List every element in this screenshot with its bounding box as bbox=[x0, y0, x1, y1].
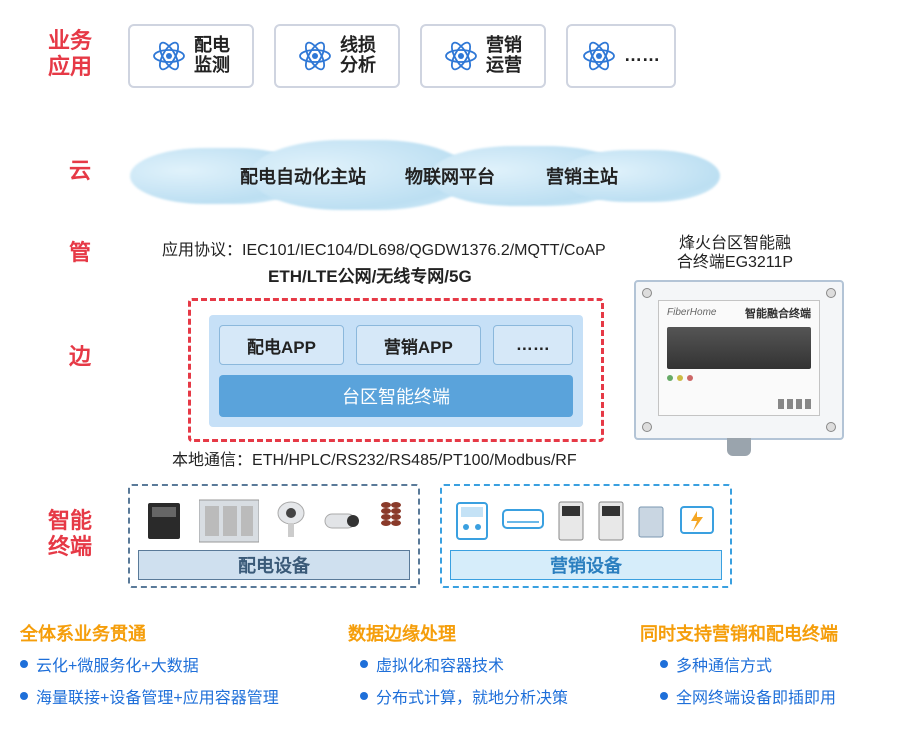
device-connector bbox=[727, 438, 751, 456]
local-prefix: 本地通信： bbox=[172, 452, 252, 469]
app-box-more: …… bbox=[566, 24, 676, 88]
charge-icon bbox=[677, 503, 717, 539]
meter-icon bbox=[455, 501, 489, 541]
feature-title-b: 数据边缘处理 bbox=[348, 620, 456, 646]
edge-app-distribution: 配电APP bbox=[219, 325, 344, 365]
proto-rest: IEC101/IEC104/DL698/QGDW1376.2/MQTT/CoAP bbox=[242, 242, 606, 259]
camera-icon bbox=[323, 508, 363, 534]
screw-icon bbox=[826, 422, 836, 432]
camera-icon bbox=[276, 501, 306, 541]
layer-label-apps: 业务应用 bbox=[40, 28, 100, 81]
feature-text: 全网终端设备即插即用 bbox=[676, 684, 836, 708]
proto-prefix: 应用协议： bbox=[162, 242, 242, 259]
device-icon bbox=[199, 498, 259, 544]
equip-footer-right: 营销设备 bbox=[450, 550, 722, 580]
app-text: 线损分析 bbox=[340, 36, 376, 76]
device-icon bbox=[146, 499, 182, 543]
app-box-lineloss: 线损分析 bbox=[274, 24, 400, 88]
local-comm: 本地通信：ETH/HPLC/RS232/RS485/PT100/Modbus/R… bbox=[172, 446, 577, 470]
feature-item: 分布式计算，就地分析决策 bbox=[360, 684, 568, 708]
feature-title-c: 同时支持营销和配电终端 bbox=[640, 620, 838, 646]
cloud-text-1: 配电自动化主站 bbox=[240, 163, 366, 189]
edge-container: 配电APP 营销APP …… 台区智能终端 bbox=[188, 298, 604, 442]
equip-box-distribution: 配电设备 bbox=[128, 484, 420, 588]
proto-line1: 应用协议：IEC101/IEC104/DL698/QGDW1376.2/MQTT… bbox=[162, 236, 606, 260]
layer-label-edge: 边 bbox=[50, 344, 110, 370]
local-rest: ETH/HPLC/RS232/RS485/PT100/Modbus/RF bbox=[252, 452, 577, 469]
atom-icon bbox=[152, 39, 186, 73]
feature-title-a: 全体系业务贯通 bbox=[20, 620, 146, 646]
screw-icon bbox=[826, 288, 836, 298]
layer-label-terminal: 智能终端 bbox=[40, 508, 100, 561]
cloud-text-3: 营销主站 bbox=[546, 163, 618, 189]
bullet-icon bbox=[20, 692, 28, 700]
atom-icon bbox=[444, 39, 478, 73]
feature-item: 全网终端设备即插即用 bbox=[660, 684, 836, 708]
bullet-icon bbox=[360, 660, 368, 668]
device-caption: 烽火台区智能融合终端EG3211P bbox=[660, 234, 810, 272]
equip-box-marketing: 营销设备 bbox=[440, 484, 732, 588]
meter-icon bbox=[597, 500, 625, 542]
edge-app-more: …… bbox=[493, 325, 573, 365]
app-box-marketing: 营销运营 bbox=[420, 24, 546, 88]
layer-label-pipe: 管 bbox=[50, 240, 110, 266]
bullet-icon bbox=[660, 692, 668, 700]
equip-footer-left: 配电设备 bbox=[138, 550, 410, 580]
screw-icon bbox=[642, 422, 652, 432]
bullet-icon bbox=[20, 660, 28, 668]
app-text: 营销运营 bbox=[486, 36, 522, 76]
bullet-icon bbox=[360, 692, 368, 700]
meter-icon bbox=[557, 500, 585, 542]
feature-item: 多种通信方式 bbox=[660, 652, 772, 676]
feature-text: 虚拟化和容器技术 bbox=[376, 652, 504, 676]
feature-text: 分布式计算，就地分析决策 bbox=[376, 684, 568, 708]
ac-icon bbox=[501, 508, 545, 534]
app-box-distribution: 配电监测 bbox=[128, 24, 254, 88]
atom-icon bbox=[298, 39, 332, 73]
bullet-icon bbox=[660, 660, 668, 668]
atom-icon bbox=[582, 39, 616, 73]
edge-terminal-box: 台区智能终端 bbox=[219, 375, 573, 417]
app-text: 配电监测 bbox=[194, 36, 230, 76]
layer-label-cloud: 云 bbox=[50, 158, 110, 184]
edge-inner: 配电APP 营销APP …… 台区智能终端 bbox=[209, 315, 583, 427]
feature-text: 多种通信方式 bbox=[676, 652, 772, 676]
edge-app-marketing: 营销APP bbox=[356, 325, 481, 365]
device-screen bbox=[667, 327, 811, 369]
device-icon bbox=[637, 501, 665, 541]
proto-line2: ETH/LTE公网/无线专网/5G bbox=[268, 262, 472, 287]
feature-item: 云化+微服务化+大数据 bbox=[20, 652, 199, 676]
feature-item: 虚拟化和容器技术 bbox=[360, 652, 504, 676]
device-panel-title: 智能融合终端 bbox=[745, 305, 811, 321]
app-text: …… bbox=[624, 46, 660, 66]
feature-text: 海量联接+设备管理+应用容器管理 bbox=[36, 684, 279, 708]
edge-app-row: 配电APP 营销APP …… bbox=[219, 325, 573, 365]
device-box: FiberHome 智能融合终端 bbox=[634, 280, 844, 440]
equip-icons-left bbox=[140, 494, 408, 548]
feature-item: 海量联接+设备管理+应用容器管理 bbox=[20, 684, 279, 708]
screw-icon bbox=[642, 288, 652, 298]
equip-icons-right bbox=[452, 494, 720, 548]
insulator-icon bbox=[380, 499, 402, 543]
cloud-text-2: 物联网平台 bbox=[405, 163, 495, 189]
feature-text: 云化+微服务化+大数据 bbox=[36, 652, 199, 676]
